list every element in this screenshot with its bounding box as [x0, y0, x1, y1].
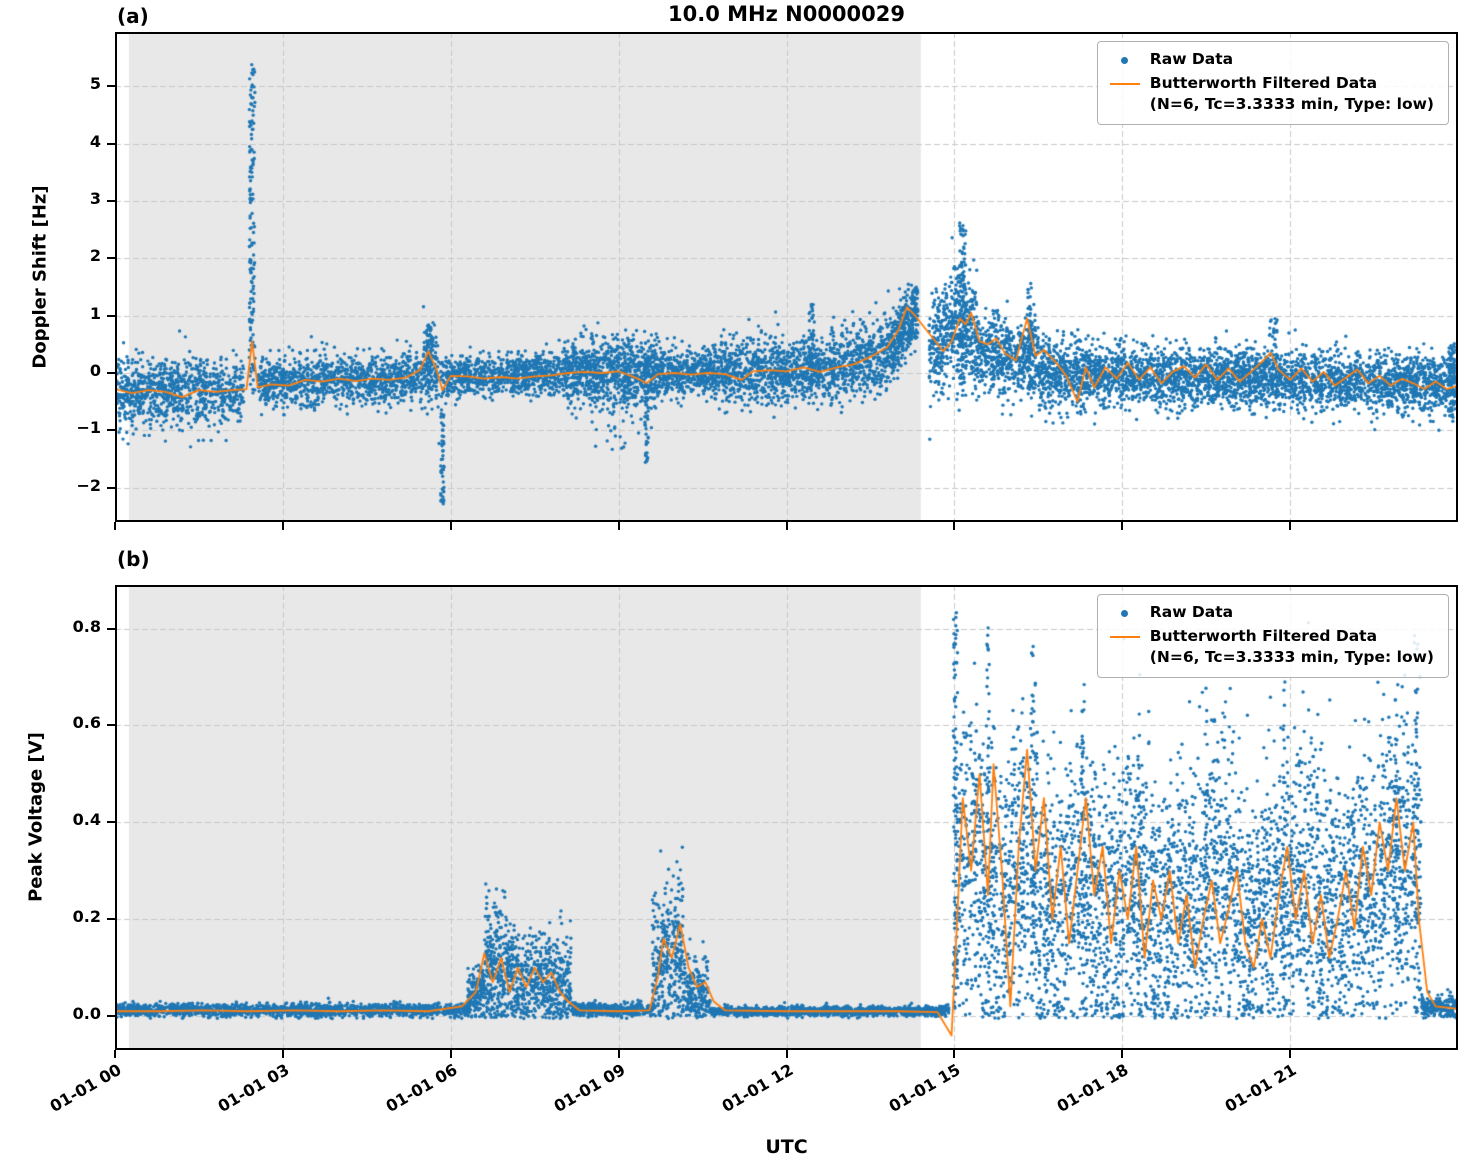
x-tick-mark — [617, 1050, 620, 1058]
x-tick-mark — [1121, 522, 1124, 530]
legend-filtered-sub-label: (N=6, Tc=3.3333 min, Type: low) — [1149, 647, 1434, 666]
y-tick-label: 0.4 — [72, 810, 101, 830]
y-tick-mark — [107, 486, 115, 489]
x-tick-mark — [114, 522, 116, 530]
legend-filtered-sub-label: (N=6, Tc=3.3333 min, Type: low) — [1149, 94, 1434, 113]
y-tick-mark — [107, 85, 115, 88]
y-tick-mark — [107, 371, 115, 374]
x-tick-mark — [1121, 1050, 1124, 1058]
x-tick-label: 01-01 06 — [382, 1060, 461, 1116]
x-tick-label: 01-01 03 — [214, 1060, 293, 1116]
legend-row-filtered: Butterworth Filtered Data (N=6, Tc=3.333… — [1108, 626, 1434, 668]
figure-title: 10.0 MHz N0000029 — [668, 2, 905, 26]
x-tick-mark — [953, 1050, 956, 1058]
legend-filtered-label: Butterworth Filtered Data — [1149, 73, 1378, 92]
panel-a-y-axis-label: Doppler Shift [Hz] — [29, 185, 51, 369]
x-tick-mark — [785, 522, 788, 530]
y-tick-label: −2 — [76, 475, 101, 495]
raw-data-dot-marker — [1121, 610, 1129, 617]
x-tick-label: 01-01 12 — [718, 1060, 796, 1116]
x-tick-mark — [449, 1050, 452, 1058]
y-tick-label: 4 — [89, 131, 101, 151]
y-tick-label: 1 — [89, 303, 101, 323]
y-tick-mark — [107, 314, 115, 317]
legend-row-raw: Raw Data — [1108, 602, 1434, 623]
x-tick-label: 01-01 15 — [885, 1060, 964, 1116]
x-tick-label: 01-01 18 — [1053, 1060, 1132, 1116]
y-tick-mark — [107, 724, 115, 727]
panel-a-label: (a) — [117, 4, 149, 28]
x-tick-mark — [449, 522, 452, 530]
y-tick-label: 0 — [89, 360, 101, 380]
y-tick-label: 0.8 — [72, 616, 101, 636]
y-tick-mark — [107, 257, 115, 260]
y-tick-mark — [107, 627, 115, 630]
x-tick-mark — [953, 522, 956, 530]
panel-b-label: (b) — [117, 547, 150, 571]
x-tick-mark — [617, 522, 620, 530]
y-tick-label: 2 — [89, 246, 101, 266]
legend-raw-label: Raw Data — [1149, 50, 1234, 68]
y-tick-mark — [107, 918, 115, 921]
x-tick-mark — [785, 1050, 788, 1058]
y-tick-mark — [107, 429, 115, 432]
panel-b-legend: Raw Data Butterworth Filtered Data (N=6,… — [1096, 594, 1449, 678]
y-tick-label: 0.0 — [72, 1004, 101, 1024]
y-tick-label: −1 — [76, 418, 101, 438]
x-tick-mark — [114, 1050, 116, 1058]
panel-a-legend: Raw Data Butterworth Filtered Data (N=6,… — [1096, 41, 1449, 125]
filtered-data-line-marker — [1109, 82, 1140, 85]
y-tick-mark — [107, 1015, 115, 1018]
x-tick-mark — [1289, 522, 1292, 530]
x-tick-mark — [1289, 1050, 1292, 1058]
y-tick-mark — [107, 142, 115, 145]
y-tick-label: 5 — [89, 74, 101, 94]
y-tick-label: 0.6 — [72, 713, 101, 733]
filtered-data-line-marker — [1109, 635, 1140, 638]
legend-filtered-label: Butterworth Filtered Data — [1149, 626, 1378, 645]
x-tick-mark — [281, 1050, 284, 1058]
y-tick-label: 3 — [89, 189, 101, 209]
y-tick-mark — [107, 200, 115, 203]
x-tick-mark — [281, 522, 284, 530]
y-tick-mark — [107, 821, 115, 824]
raw-data-dot-marker — [1121, 57, 1129, 64]
panel-b-plot-area: Raw Data Butterworth Filtered Data (N=6,… — [115, 585, 1458, 1050]
panel-a-plot-area: Raw Data Butterworth Filtered Data (N=6,… — [115, 32, 1458, 522]
x-tick-label: 01-01 21 — [1221, 1060, 1300, 1116]
legend-row-filtered: Butterworth Filtered Data (N=6, Tc=3.333… — [1108, 73, 1434, 115]
legend-row-raw: Raw Data — [1108, 49, 1434, 70]
x-tick-label: 01-01 00 — [46, 1060, 125, 1116]
x-tick-label: 01-01 09 — [550, 1060, 629, 1116]
y-tick-label: 0.2 — [72, 907, 101, 927]
legend-raw-label: Raw Data — [1149, 603, 1234, 621]
x-axis-label: UTC — [765, 1136, 808, 1158]
